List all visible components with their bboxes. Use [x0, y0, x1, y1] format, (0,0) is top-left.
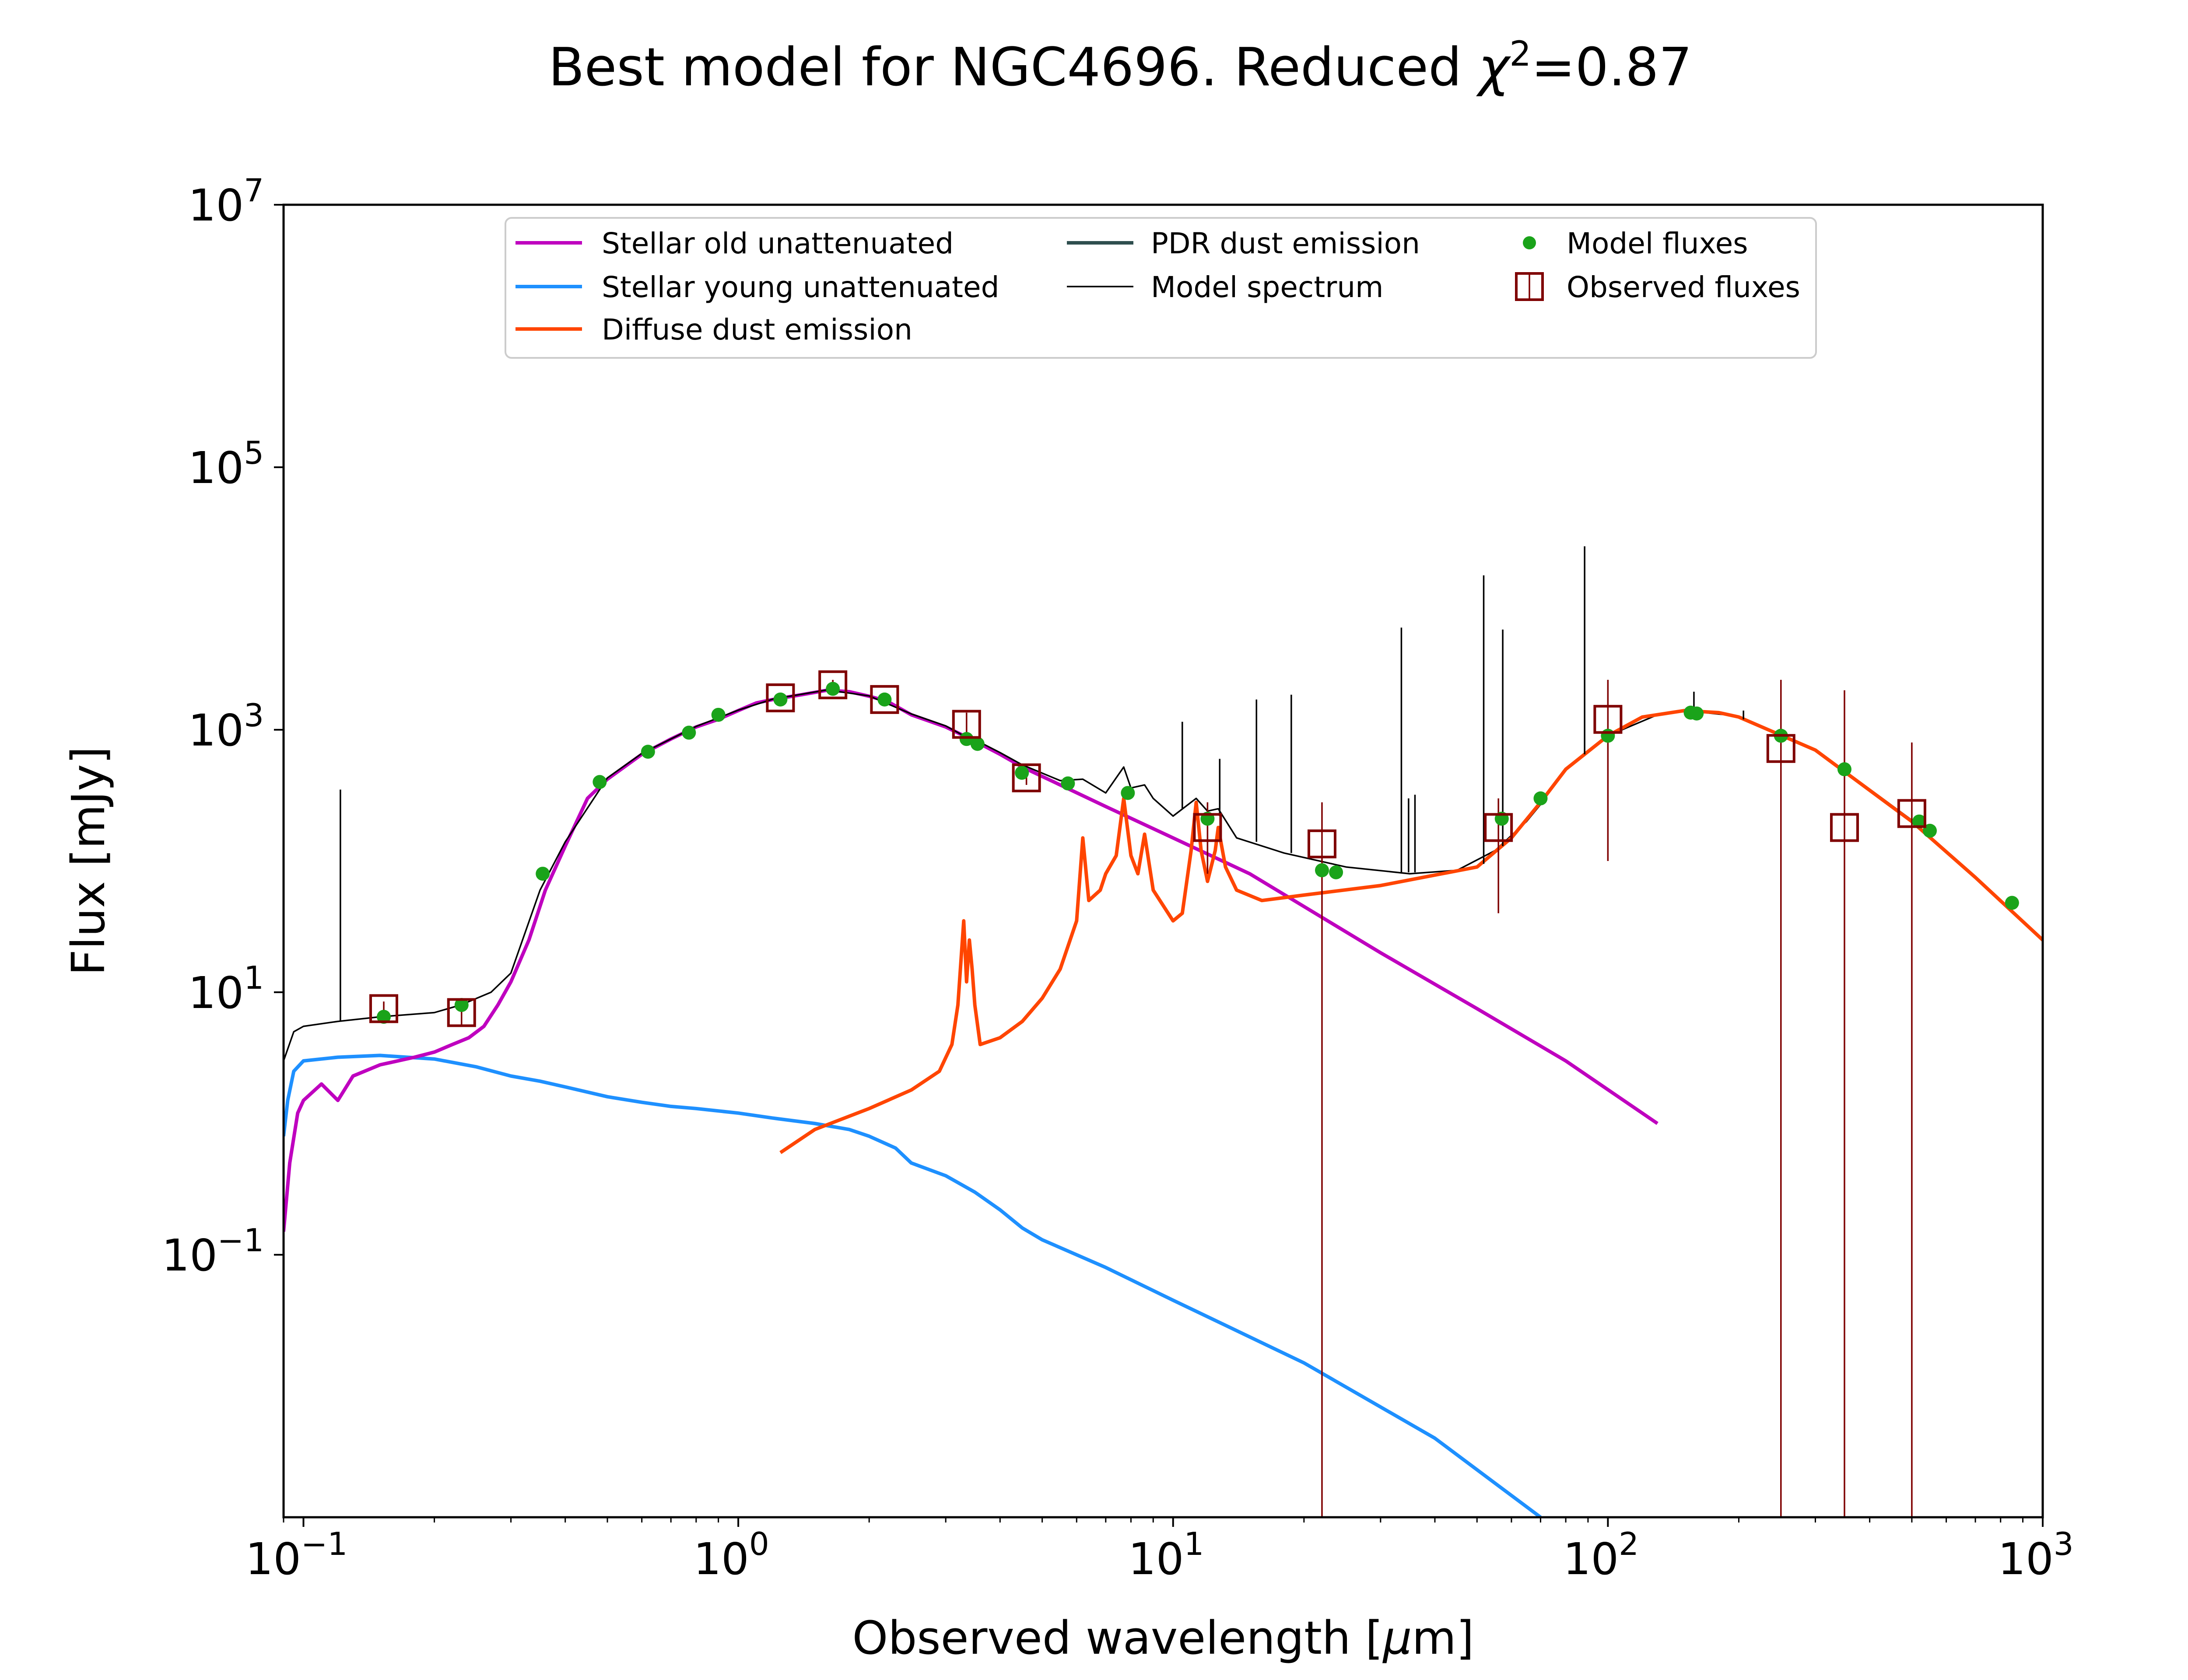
- model-flux-point: [1923, 823, 1937, 838]
- observed-flux-marker: [1307, 829, 1336, 858]
- series-line-diffuse-dust-emission: [779, 709, 2043, 1154]
- legend-swatch: [1523, 236, 1536, 249]
- legend: Stellar old unattenuated Stellar young un…: [505, 217, 1817, 359]
- legend-item-young: Stellar young unattenuated: [515, 270, 999, 304]
- x-axis-label-suffix: m]: [1412, 1611, 1474, 1665]
- legend-item-modelflux: Model fluxes: [1523, 227, 1748, 260]
- series-line-stellar-young-unattenuated: [284, 1054, 1542, 1517]
- observed-flux-marker: [1193, 813, 1222, 842]
- model-flux-point: [826, 682, 840, 696]
- model-flux-point: [536, 867, 550, 881]
- y-axis-label: Flux [mJy]: [62, 746, 115, 976]
- model-flux-point: [877, 692, 892, 707]
- series-line-stellar-old-unattenuated: [284, 688, 1659, 1232]
- y-tick-label: 105: [188, 434, 264, 494]
- model-flux-point: [1912, 814, 1926, 829]
- observed-flux-marker: [952, 710, 981, 739]
- y-tick-label: 107: [188, 172, 264, 231]
- legend-label: Model spectrum: [1151, 270, 1383, 304]
- model-flux-point: [1690, 706, 1704, 721]
- model-flux-point: [1533, 791, 1548, 805]
- model-flux-point: [682, 725, 696, 740]
- model-flux-point: [376, 1010, 391, 1024]
- title-chi: χ: [1476, 37, 1511, 98]
- y-tick-label: 103: [188, 697, 264, 756]
- model-flux-point: [1315, 863, 1329, 878]
- x-tick-label: 103: [1998, 1526, 2073, 1585]
- model-flux-point: [454, 998, 469, 1012]
- x-axis-label-mu: μ: [1382, 1611, 1412, 1665]
- model-flux-point: [959, 732, 974, 746]
- legend-item-obsflux: Observed fluxes: [1515, 270, 1800, 304]
- model-flux-point: [1601, 728, 1615, 743]
- chart-title: Best model for NGC4696. Reduced χ2=0.87: [548, 35, 1692, 98]
- model-flux-point: [1121, 786, 1135, 800]
- legend-label: Observed fluxes: [1567, 270, 1800, 304]
- model-flux-point: [711, 707, 726, 722]
- plot-frame: [282, 203, 2044, 1519]
- plot-area: [284, 546, 2043, 1517]
- x-tick-label: 101: [1128, 1526, 1204, 1585]
- legend-label: PDR dust emission: [1151, 227, 1420, 260]
- model-flux-point: [1837, 762, 1851, 777]
- observed-flux-marker: [766, 683, 795, 713]
- legend-item-old: Stellar old unattenuated: [515, 227, 954, 260]
- observed-flux-marker: [870, 685, 899, 714]
- title-suffix: =0.87: [1531, 37, 1692, 98]
- model-flux-point: [1329, 865, 1343, 879]
- legend-label: Diffuse dust emission: [602, 313, 912, 346]
- legend-label: Model fluxes: [1567, 227, 1748, 260]
- model-flux-point: [2005, 896, 2019, 910]
- legend-item-diffuse: Diffuse dust emission: [515, 313, 912, 346]
- model-flux-point: [1061, 776, 1075, 791]
- observed-flux-marker: [1593, 705, 1623, 734]
- x-tick-label: 100: [694, 1526, 769, 1585]
- legend-box: [505, 217, 1817, 359]
- observed-flux-marker: [1766, 734, 1795, 763]
- title-sup: 2: [1509, 35, 1531, 74]
- x-tick-label: 10−1: [245, 1526, 347, 1585]
- x-tick-label: 102: [1563, 1526, 1639, 1585]
- legend-item-model: Model spectrum: [1067, 270, 1383, 304]
- axes: 10−1 100 101 102 103 10−1 101 103 105 107: [162, 172, 2074, 1585]
- legend-label: Stellar young unattenuated: [602, 270, 999, 304]
- title-prefix: Best model for NGC4696. Reduced: [548, 37, 1478, 98]
- model-flux-point: [1015, 766, 1029, 780]
- legend-item-pdr: PDR dust emission: [1067, 227, 1420, 260]
- x-axis-label: Observed wavelength [μm]: [852, 1611, 1474, 1665]
- observed-flux-marker: [1484, 813, 1513, 842]
- observed-flux-marker: [447, 998, 476, 1027]
- observed-flux-marker: [818, 670, 848, 700]
- model-flux-point: [641, 745, 655, 759]
- y-tick-label: 101: [188, 959, 264, 1018]
- legend-label: Stellar old unattenuated: [602, 227, 954, 260]
- x-axis-label-prefix: Observed wavelength [: [852, 1611, 1383, 1665]
- model-flux-point: [773, 692, 788, 707]
- observed-flux-marker: [369, 994, 398, 1023]
- observed-flux-marker: [1012, 763, 1041, 792]
- y-tick-label: 10−1: [162, 1222, 264, 1281]
- observed-flux-marker: [1830, 813, 1859, 842]
- observed-flux-marker: [1897, 799, 1926, 828]
- model-flux-point: [593, 775, 607, 789]
- model-flux-point: [970, 737, 985, 751]
